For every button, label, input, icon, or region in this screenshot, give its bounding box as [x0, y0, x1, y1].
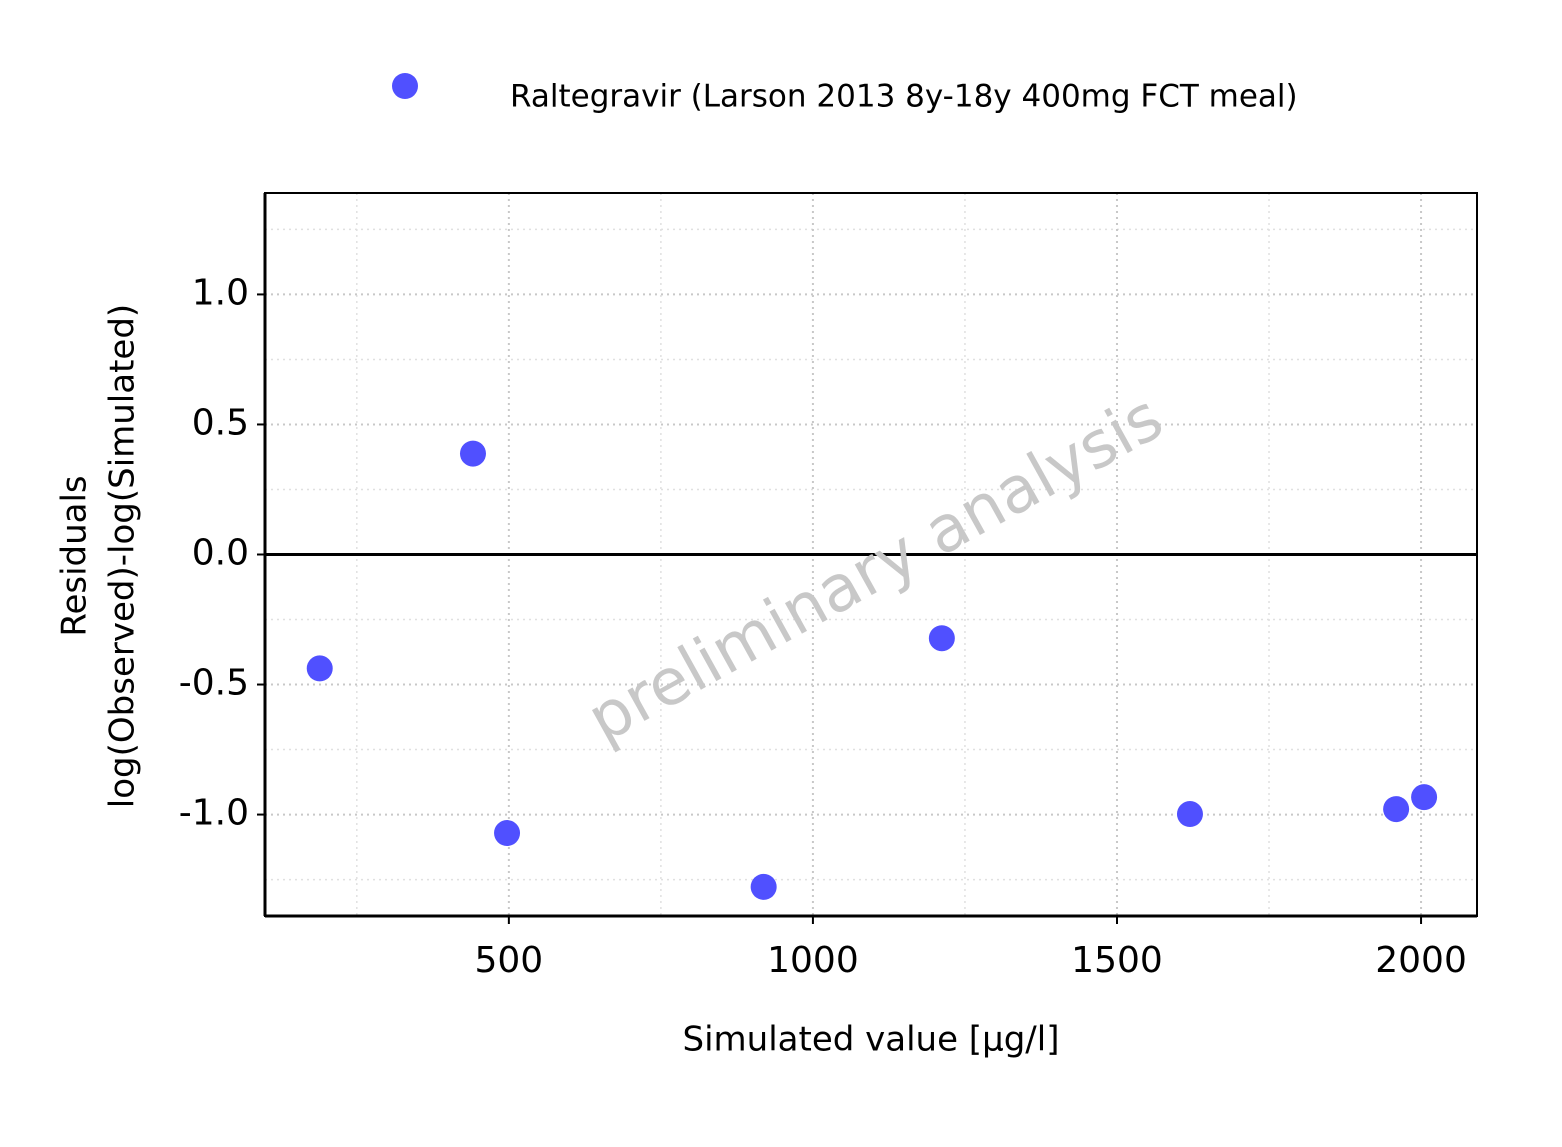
- watermark: preliminary analysis: [576, 381, 1175, 758]
- point: [1411, 784, 1438, 811]
- point: [1383, 796, 1410, 823]
- x-tick-label: 2000: [1375, 940, 1467, 981]
- y-tick-label: -1.0: [179, 793, 249, 834]
- y-axis-label: log(Observed)-log(Simulated): [103, 304, 143, 808]
- y-axis-label: Residuals: [55, 475, 95, 636]
- point: [928, 625, 955, 652]
- x-tick-label: 1500: [1071, 940, 1163, 981]
- y-tick-label: 0.0: [192, 533, 249, 574]
- x-tick-label: 1000: [767, 940, 859, 981]
- y-tick-label: 0.5: [192, 402, 249, 443]
- x-tick-label: 500: [475, 940, 544, 981]
- point: [459, 440, 486, 467]
- legend-marker: [392, 73, 418, 99]
- point: [306, 655, 333, 682]
- y-tick-label: 1.0: [192, 272, 249, 313]
- legend-label: Raltegravir (Larson 2013 8y-18y 400mg FC…: [510, 79, 1298, 115]
- point: [750, 873, 777, 900]
- point: [1176, 801, 1203, 828]
- x-axis-label: Simulated value [µg/l]: [683, 1020, 1060, 1060]
- point: [494, 820, 521, 847]
- y-tick-label: -0.5: [179, 663, 249, 704]
